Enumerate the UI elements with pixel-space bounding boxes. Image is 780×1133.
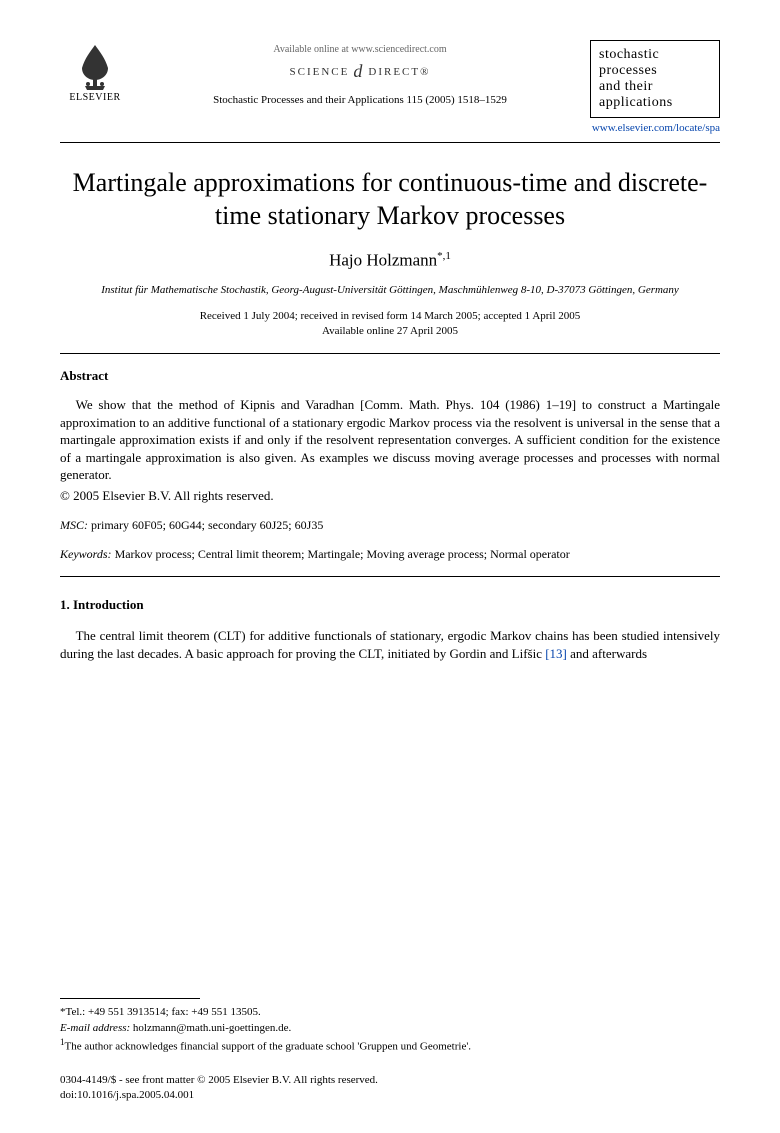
msc-line: MSC: primary 60F05; 60G44; secondary 60J… bbox=[60, 518, 720, 533]
abstract-copyright: © 2005 Elsevier B.V. All rights reserved… bbox=[60, 488, 720, 504]
page-footer: *Tel.: +49 551 3913514; fax: +49 551 135… bbox=[60, 974, 720, 1103]
sd-right: DIRECT® bbox=[368, 66, 430, 78]
sciencedirect-logo: SCIENCE d DIRECT® bbox=[130, 61, 590, 82]
intro-post: and afterwards bbox=[567, 646, 647, 661]
abstract-body: We show that the method of Kipnis and Va… bbox=[60, 396, 720, 484]
header-center: Available online at www.sciencedirect.co… bbox=[130, 40, 590, 106]
front-matter-line: 0304-4149/$ - see front matter © 2005 El… bbox=[60, 1073, 720, 1088]
footnote-rule bbox=[60, 998, 200, 999]
keywords-value: Markov process; Central limit theorem; M… bbox=[115, 547, 570, 561]
footnote-email: E-mail address: holzmann@math.uni-goetti… bbox=[60, 1021, 720, 1036]
elsevier-logo-block: ELSEVIER bbox=[60, 40, 130, 103]
introduction-body: The central limit theorem (CLT) for addi… bbox=[60, 627, 720, 663]
ack-text: The author acknowledges financial suppor… bbox=[65, 1041, 472, 1053]
journal-url-link[interactable]: www.elsevier.com/locate/spa bbox=[590, 122, 720, 134]
journal-box-wrap: stochastic processes and their applicati… bbox=[590, 40, 720, 134]
citation-link-13[interactable]: [13] bbox=[545, 646, 567, 661]
abstract-rule bbox=[60, 576, 720, 577]
journal-reference: Stochastic Processes and their Applicati… bbox=[130, 94, 590, 106]
header-rule bbox=[60, 142, 720, 143]
journal-box-line-2: and their bbox=[599, 79, 711, 95]
author-marks: *,1 bbox=[437, 250, 451, 262]
msc-value: primary 60F05; 60G44; secondary 60J25; 6… bbox=[91, 518, 323, 532]
email-label: E-mail address: bbox=[60, 1022, 130, 1034]
journal-box-line-3: applications bbox=[599, 95, 711, 111]
available-online-text: Available online at www.sciencedirect.co… bbox=[130, 44, 590, 55]
title-rule bbox=[60, 353, 720, 354]
online-date: Available online 27 April 2005 bbox=[60, 324, 720, 339]
introduction-heading: 1. Introduction bbox=[60, 597, 720, 613]
msc-label: MSC: bbox=[60, 518, 88, 532]
footnote-tel: *Tel.: +49 551 3913514; fax: +49 551 135… bbox=[60, 1005, 720, 1020]
author-name: Hajo Holzmann bbox=[329, 251, 437, 270]
keywords-line: Keywords: Markov process; Central limit … bbox=[60, 547, 720, 562]
footnote-ack: 1The author acknowledges financial suppo… bbox=[60, 1036, 720, 1055]
article-dates: Received 1 July 2004; received in revise… bbox=[60, 309, 720, 339]
elsevier-tree-icon bbox=[70, 40, 120, 90]
page-header: ELSEVIER Available online at www.science… bbox=[60, 40, 720, 134]
journal-box-line-1: processes bbox=[599, 63, 711, 79]
author-line: Hajo Holzmann*,1 bbox=[60, 250, 720, 271]
doi-line: doi:10.1016/j.spa.2005.04.001 bbox=[60, 1088, 720, 1103]
journal-box-line-0: stochastic bbox=[599, 47, 711, 63]
journal-title-box: stochastic processes and their applicati… bbox=[590, 40, 720, 118]
paper-title: Martingale approximations for continuous… bbox=[60, 167, 720, 232]
received-date: Received 1 July 2004; received in revise… bbox=[60, 309, 720, 324]
abstract-heading: Abstract bbox=[60, 368, 720, 384]
elsevier-label: ELSEVIER bbox=[69, 92, 120, 103]
sd-left: SCIENCE bbox=[290, 66, 350, 78]
affiliation: Institut für Mathematische Stochastik, G… bbox=[60, 283, 720, 297]
sd-d-icon: d bbox=[353, 61, 364, 82]
email-address: holzmann@math.uni-goettingen.de. bbox=[133, 1022, 291, 1034]
keywords-label: Keywords: bbox=[60, 547, 112, 561]
